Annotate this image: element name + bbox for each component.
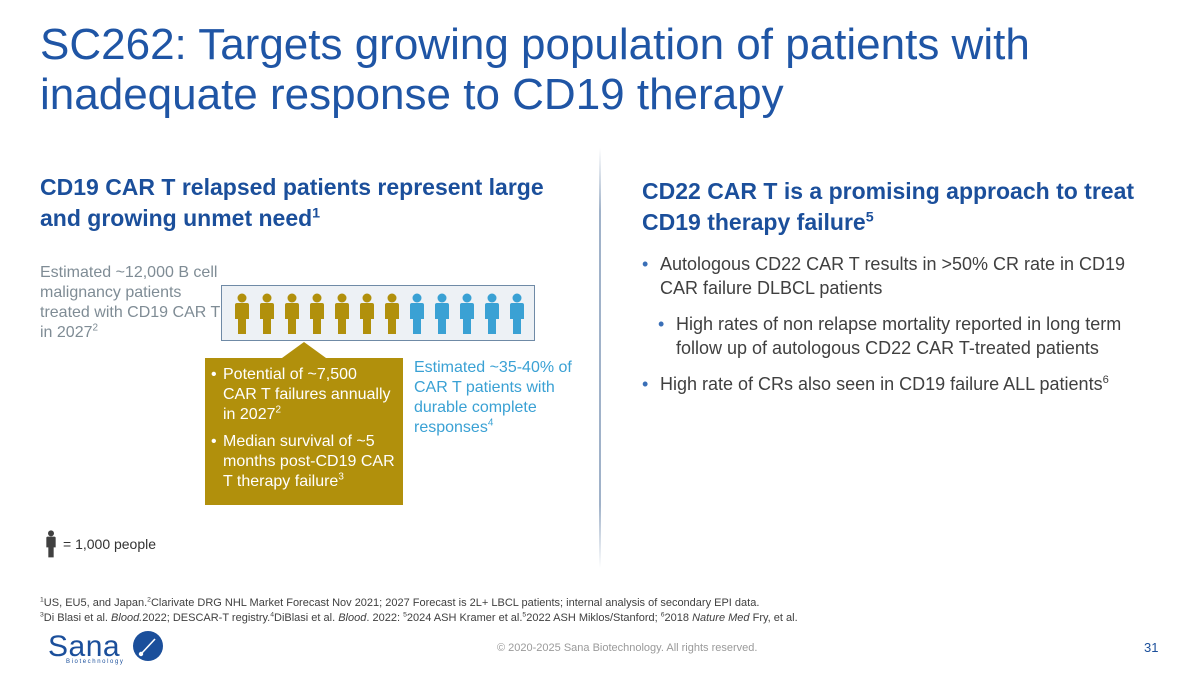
- footnote-text: . 2022:: [366, 612, 404, 624]
- estimated-total-text: Estimated ~12,000 B cell malignancy pati…: [40, 263, 220, 343]
- estimated-total-label: Estimated ~12,000 B cell malignancy pati…: [40, 264, 220, 341]
- page-number: 31: [1144, 640, 1159, 655]
- callout-bullet-2: • Median survival of ~5 months post-CD19 …: [211, 432, 395, 492]
- right-bullet-2-footnote: 6: [1102, 374, 1109, 386]
- footnote-marker: 3: [40, 611, 44, 619]
- callout-bullet-1-text: Potential of ~7,500 CAR T failures annua…: [223, 366, 391, 423]
- footnote-text: Clarivate DRG NHL Market Forecast Nov 20…: [150, 597, 760, 609]
- left-heading: CD19 CAR T relapsed patients represent l…: [40, 172, 560, 234]
- person-icon-durable-response: [510, 293, 524, 334]
- person-icon-durable-response: [410, 293, 424, 334]
- footnote-text: 2024 ASH Kramer et al.: [406, 612, 523, 624]
- footnote-line-1: 1US, EU5, and Japan.2Clarivate DRG NHL M…: [40, 596, 1160, 611]
- bullet-glyph: •: [642, 254, 649, 274]
- person-icon-durable-response: [460, 293, 474, 334]
- sana-logo: Sana Biotechnology: [48, 628, 168, 668]
- estimated-total-footnote: 2: [92, 322, 99, 334]
- footnote-marker: 4: [270, 611, 275, 619]
- right-heading-footnote: 5: [865, 209, 874, 226]
- footnote-marker: 5: [403, 611, 407, 619]
- footnote-text: US, EU5, and Japan.: [43, 597, 148, 609]
- failure-callout: • Potential of ~7,500 CAR T failures annu…: [205, 358, 403, 505]
- person-icon-car-t-failure: [260, 293, 274, 334]
- durable-response-label: Estimated ~35-40% of CAR T patients with…: [414, 359, 572, 436]
- logo-compass-icon: [133, 631, 163, 661]
- bullet-glyph: •: [642, 374, 649, 394]
- footnote-line-2: 3Di Blasi et al. Blood.2022; DESCAR-T re…: [40, 611, 1160, 626]
- footnote-text: Di Blasi et al.: [43, 612, 112, 624]
- footnote-text: 2022; DESCAR-T registry.: [142, 612, 271, 624]
- person-icon-durable-response: [435, 293, 449, 334]
- person-icon-car-t-failure: [310, 293, 324, 334]
- bullet-glyph: •: [211, 366, 217, 383]
- right-heading: CD22 CAR T is a promising approach to tr…: [642, 176, 1162, 238]
- left-heading-text: CD19 CAR T relapsed patients represent l…: [40, 174, 544, 231]
- callout-bullet-1-footnote: 2: [275, 404, 282, 416]
- right-bullet-1: • Autologous CD22 CAR T results in >50% C…: [642, 252, 1162, 300]
- people-pictogram-box: [221, 285, 535, 341]
- person-icon-durable-response: [485, 293, 499, 334]
- footnote-marker: 6: [660, 611, 665, 619]
- person-icon-car-t-failure: [235, 293, 249, 334]
- callout-pointer: [282, 342, 326, 358]
- footnote-marker: 1: [40, 596, 44, 604]
- bullet-glyph: •: [658, 314, 665, 334]
- slide-title: SC262: Targets growing population of pat…: [40, 20, 1030, 119]
- footnote-text: 2022 ASH Miklos/Stanford;: [526, 612, 661, 624]
- footnote-journal: Nature Med: [692, 612, 750, 624]
- right-bullet-1-sub-text: High rates of non relapse mortality repo…: [676, 314, 1122, 358]
- right-heading-text: CD22 CAR T is a promising approach to tr…: [642, 178, 1135, 235]
- legend-person-icon: [46, 530, 56, 558]
- left-heading-footnote: 1: [312, 205, 321, 222]
- footnote-text: 2018: [664, 612, 693, 624]
- person-icon-car-t-failure: [335, 293, 349, 334]
- person-icon-car-t-failure: [285, 293, 299, 334]
- right-bullet-1-sub: • High rates of non relapse mortality rep…: [658, 312, 1162, 360]
- callout-bullet-1: • Potential of ~7,500 CAR T failures annu…: [211, 365, 395, 425]
- right-bullet-2: • High rate of CRs also seen in CD19 fail…: [642, 372, 1162, 396]
- footnotes: 1US, EU5, and Japan.2Clarivate DRG NHL M…: [40, 596, 1160, 626]
- footnote-text: DiBlasi et al.: [274, 612, 339, 624]
- right-bullet-1-text: Autologous CD22 CAR T results in >50% CR…: [660, 254, 1126, 298]
- logo-subtitle: Biotechnology: [66, 659, 125, 665]
- person-icon-car-t-failure: [385, 293, 399, 334]
- right-bullet-list: • Autologous CD22 CAR T results in >50% C…: [642, 252, 1162, 408]
- footnote-journal: Blood.: [111, 612, 143, 624]
- callout-bullet-2-footnote: 3: [338, 471, 344, 483]
- column-divider: [599, 148, 601, 568]
- logo-wordmark: Sana: [48, 630, 121, 663]
- right-bullet-2-text: High rate of CRs also seen in CD19 failu…: [660, 374, 1103, 394]
- footnote-journal: Blood: [338, 612, 367, 624]
- durable-response-footnote: 4: [487, 417, 494, 429]
- callout-bullet-2-text: Median survival of ~5 months post-CD19 C…: [223, 433, 395, 490]
- copyright-text: © 2020-2025 Sana Biotechnology. All righ…: [497, 642, 758, 654]
- footnote-marker: 5: [522, 611, 527, 619]
- legend-text: = 1,000 people: [63, 536, 157, 552]
- footnote-marker: 2: [147, 596, 151, 604]
- durable-response-text: Estimated ~35-40% of CAR T patients with…: [414, 358, 594, 438]
- bullet-glyph: •: [211, 433, 217, 450]
- person-icon-car-t-failure: [360, 293, 374, 334]
- footnote-text: Fry, et al.: [749, 612, 798, 624]
